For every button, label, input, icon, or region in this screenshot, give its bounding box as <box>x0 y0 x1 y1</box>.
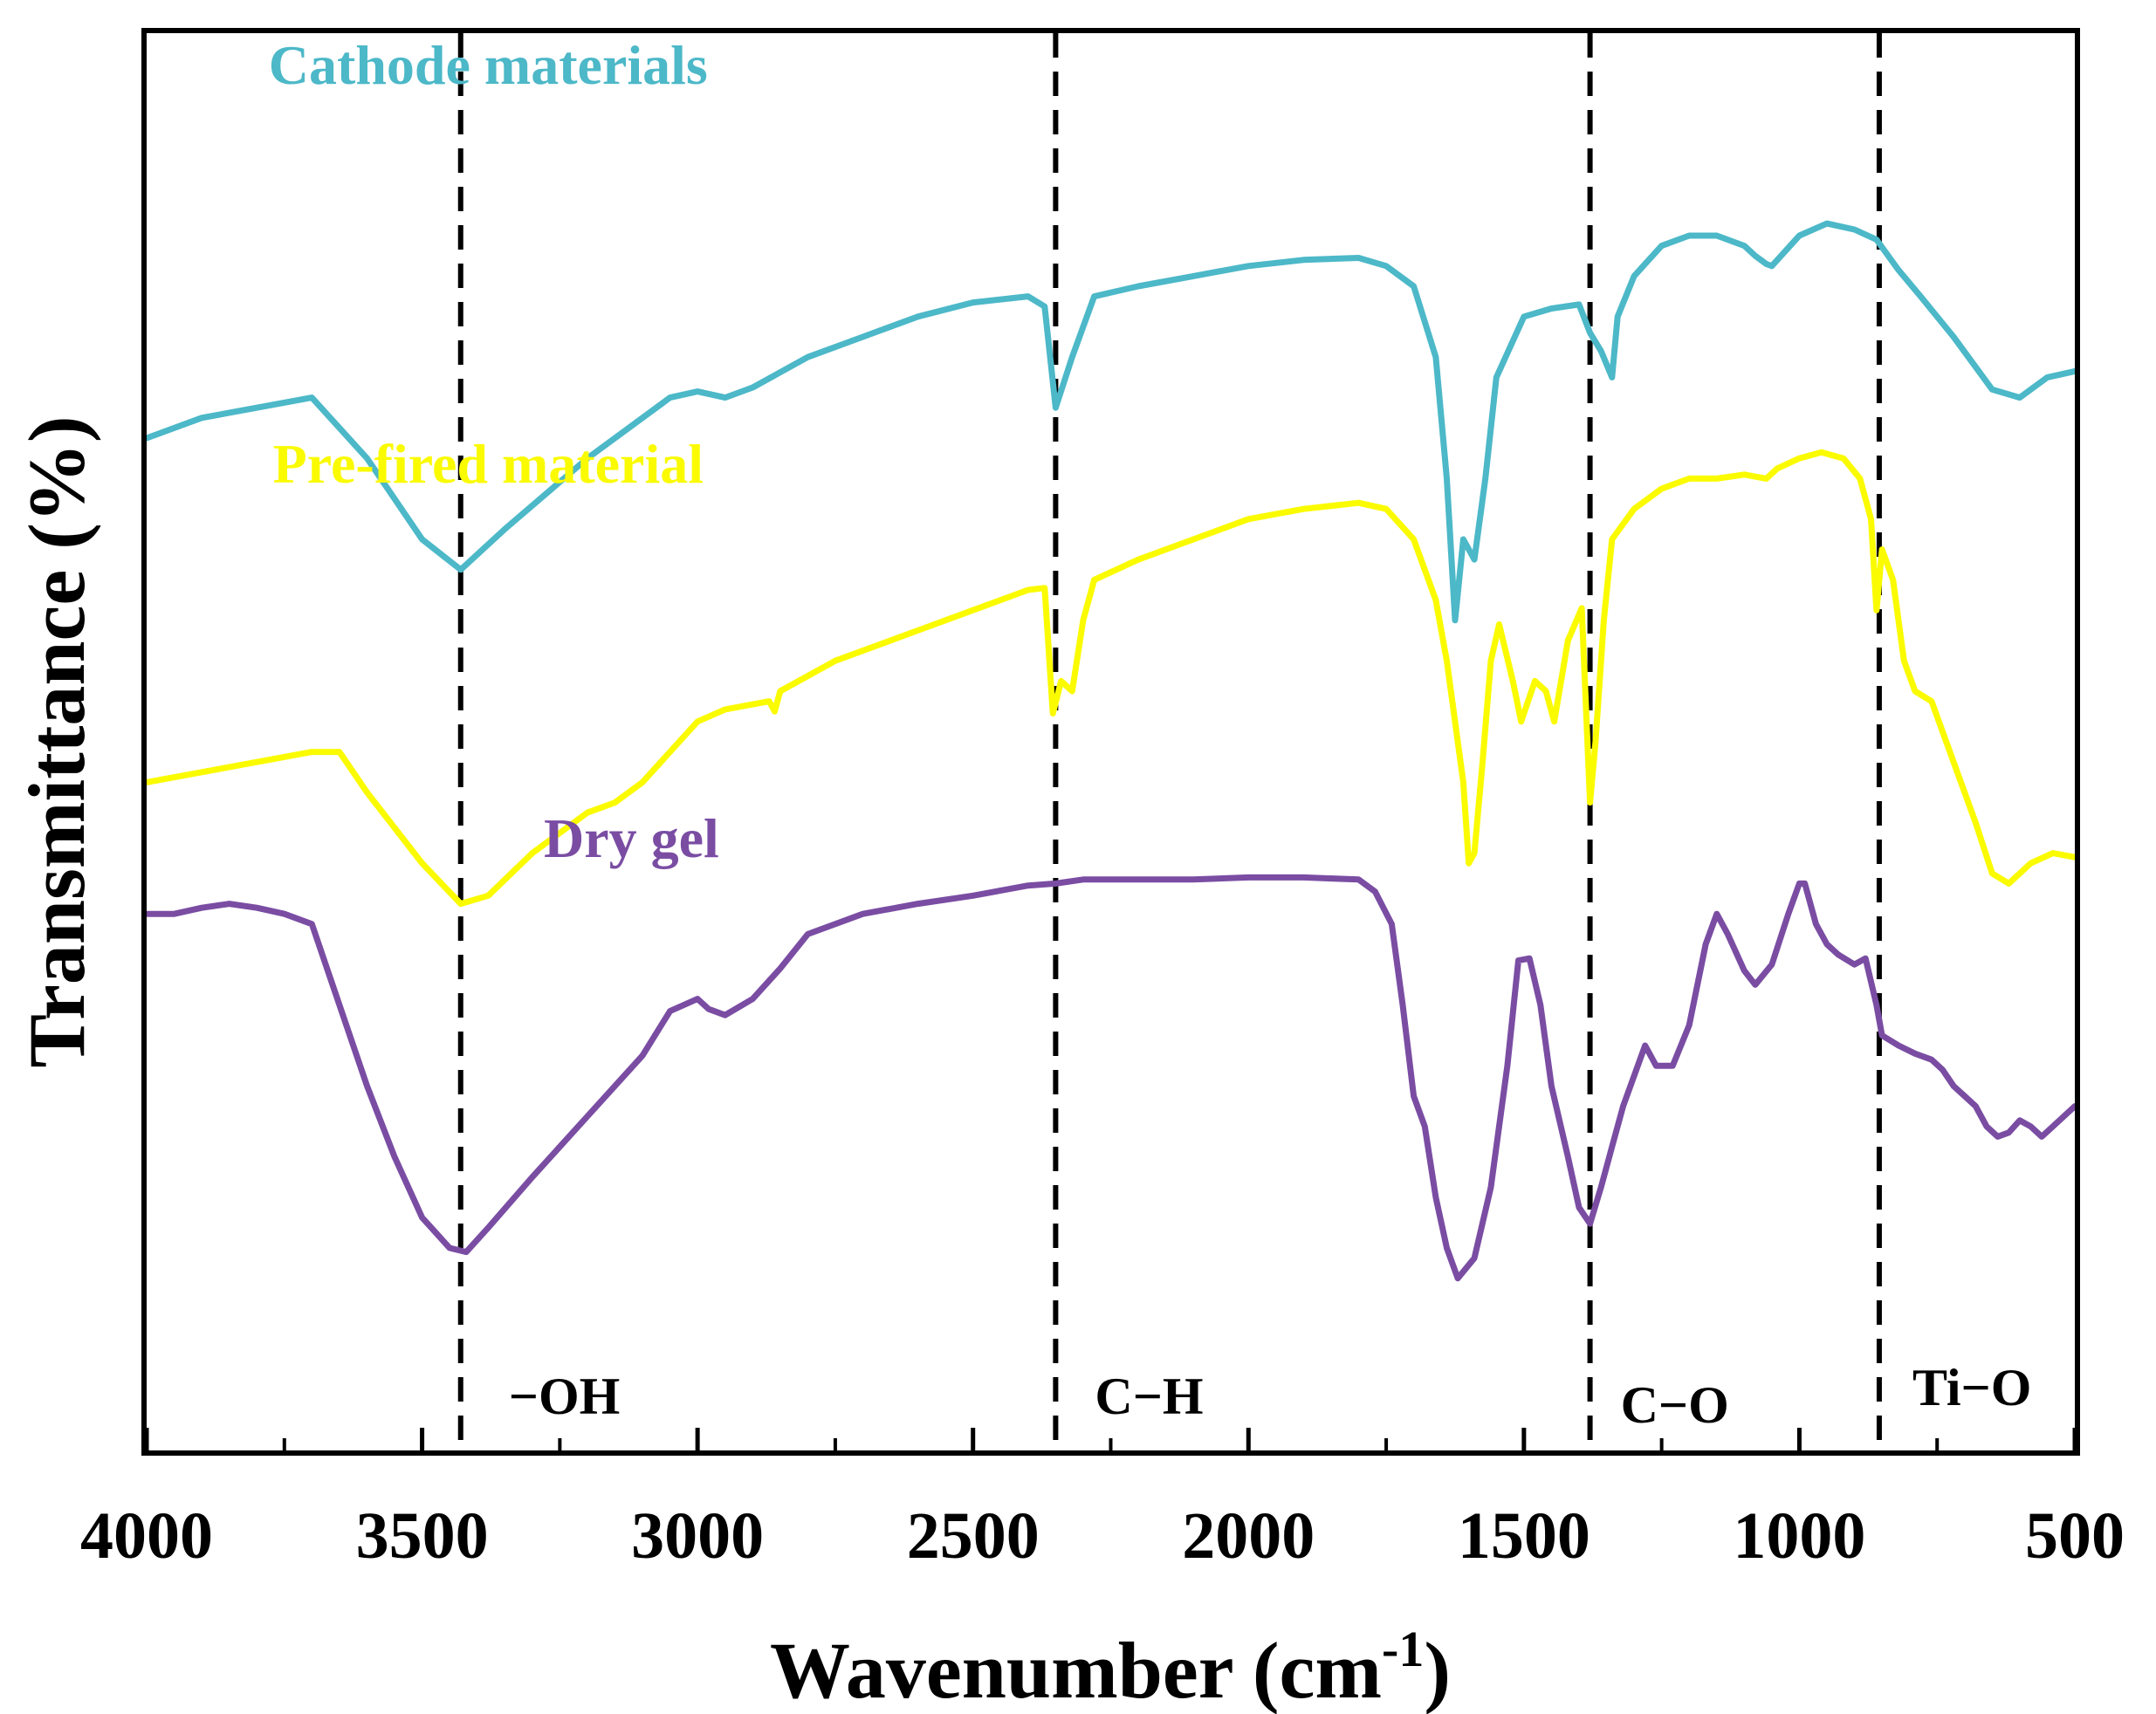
band-label: C−H <box>1095 1368 1203 1425</box>
x-axis-title-close: ) <box>1424 1626 1451 1714</box>
x-tick-label: 1000 <box>1733 1499 1865 1573</box>
x-axis-title-main: Wavenumber (cm <box>770 1626 1382 1714</box>
x-tick-label: 2500 <box>907 1499 1040 1573</box>
x-tick-label: 3500 <box>356 1499 489 1573</box>
series-layer <box>143 220 2078 1282</box>
series-label: Pre-fired material <box>273 433 704 495</box>
band-label: −OH <box>509 1368 621 1425</box>
band-labels: −OH C−H C−O Ti−O <box>509 1359 2032 1434</box>
y-axis-title: Transmittance (%) <box>12 416 101 1068</box>
plot-frame <box>141 28 2080 1456</box>
x-tick-label: 4000 <box>80 1499 213 1573</box>
x-axis-ticks: 4000 3500 3000 2500 2000 1500 1000 500 <box>80 1428 2125 1573</box>
x-tick-label: 500 <box>2025 1499 2125 1573</box>
series-label: Dry gel <box>544 807 719 869</box>
series-labels: Cathode materials Pre-fired material Dry g… <box>269 34 719 869</box>
series-line <box>143 449 2078 908</box>
x-axis-title: Wavenumber (cm-1) <box>770 1621 1451 1714</box>
series-line <box>143 874 2078 1282</box>
band-label: C−O <box>1621 1376 1729 1434</box>
x-axis-title-sup: -1 <box>1382 1621 1424 1677</box>
x-tick-label: 2000 <box>1182 1499 1315 1573</box>
series-line <box>143 220 2078 624</box>
band-label: Ti−O <box>1912 1359 2031 1416</box>
x-tick-label: 1500 <box>1458 1499 1590 1573</box>
series-label: Cathode materials <box>269 34 708 96</box>
x-tick-label: 3000 <box>631 1499 764 1573</box>
